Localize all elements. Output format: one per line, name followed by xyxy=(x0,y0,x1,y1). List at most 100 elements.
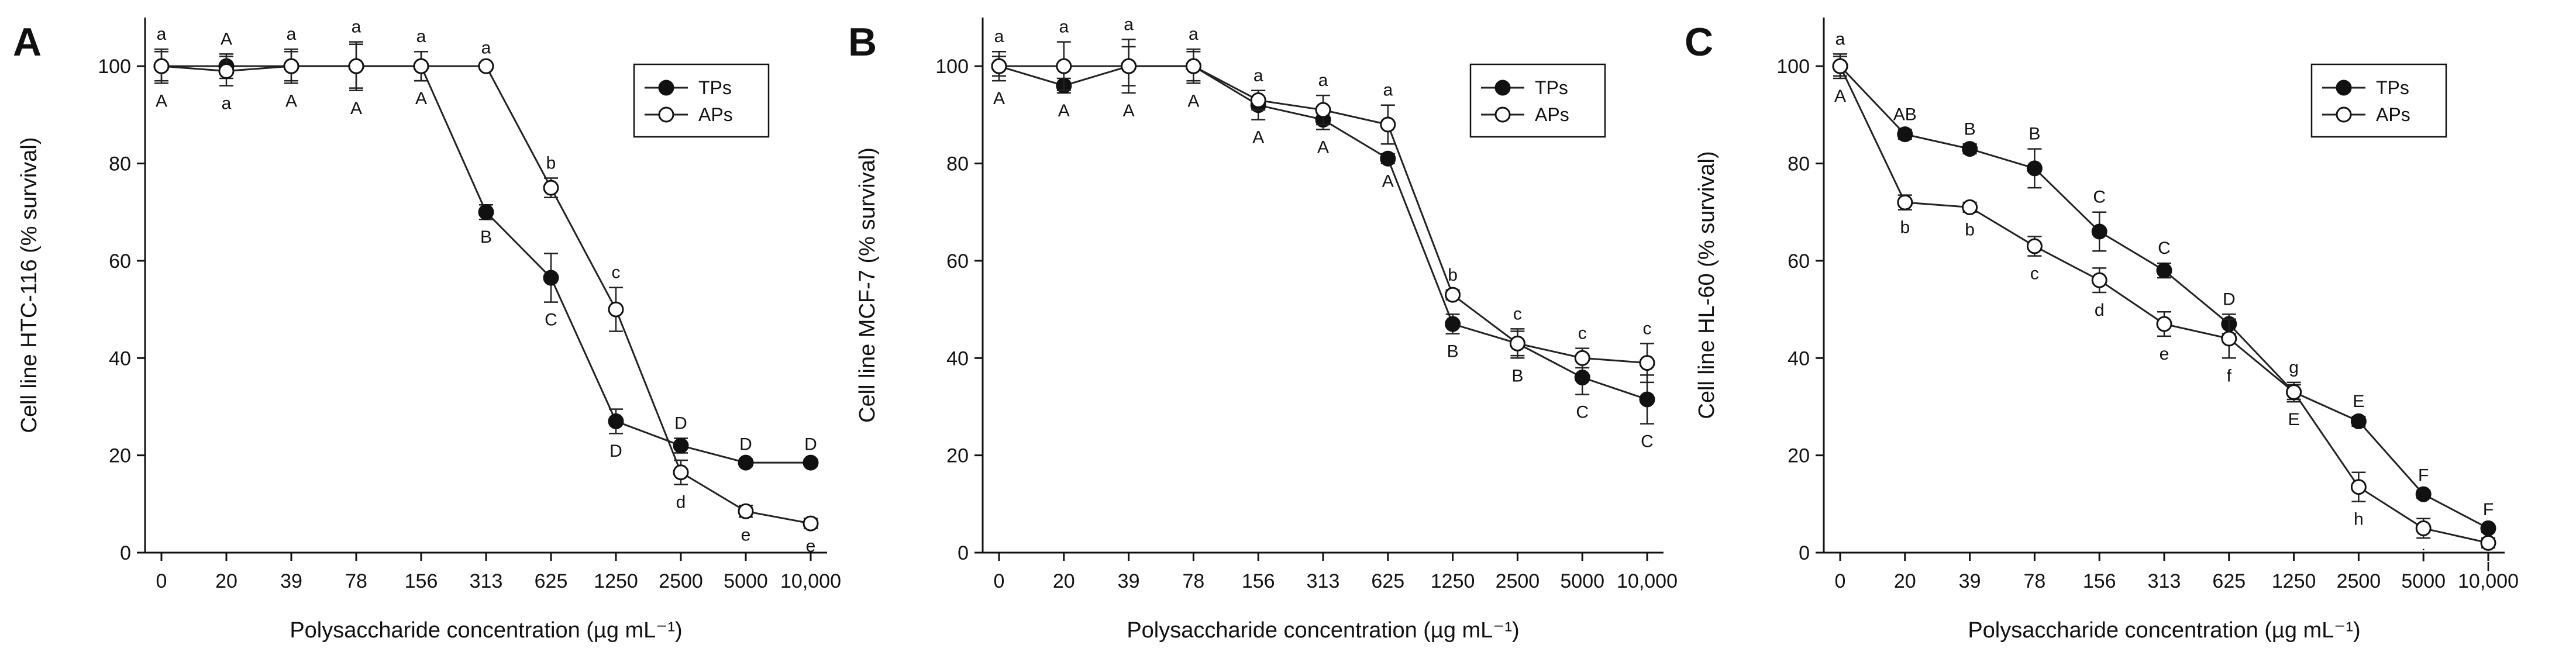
panel-a-aps-significance-label: a xyxy=(287,25,297,44)
panel-b-x-tick-label: 0 xyxy=(994,570,1005,592)
panel-b-letter: B xyxy=(848,20,877,64)
panel-c-tps-significance-label: C xyxy=(2093,188,2106,207)
panel-a-tps-significance-label: A xyxy=(350,99,362,118)
panel-c-tps-point xyxy=(2156,263,2172,279)
panel-b-x-tick-label: 1250 xyxy=(1431,570,1475,592)
panel-a-aps-significance-label: a xyxy=(481,38,491,57)
panel-a-x-tick-label: 5000 xyxy=(724,570,768,592)
panel-a-aps-significance-label: e xyxy=(741,525,751,544)
panel-b-y-tick-label: 20 xyxy=(946,445,969,467)
panel-b-tps-point xyxy=(1639,391,1655,408)
panel-a-aps-point xyxy=(738,503,754,519)
panel-b-y-tick-label: 40 xyxy=(946,347,969,370)
panel-b-x-tick-label: 20 xyxy=(1053,570,1075,592)
panel-c-tps-significance-label: F xyxy=(2483,500,2494,519)
panel-a-aps-point xyxy=(478,58,494,74)
panel-a-aps-point xyxy=(283,58,299,74)
panel-b-tps-significance-label: A xyxy=(1187,91,1199,111)
panel-b-x-tick-label: 625 xyxy=(1371,570,1404,592)
panel-a-y-tick-label: 0 xyxy=(120,542,131,564)
panel-b-aps-significance-label: a xyxy=(1383,81,1393,100)
panel-b-tps-point xyxy=(1380,150,1396,167)
panel-a-aps-point xyxy=(803,515,819,532)
panel-c-aps-significance-label: e xyxy=(2160,344,2169,364)
panel-a-tps-significance-label: D xyxy=(609,442,622,461)
panel-b-tps-significance-label: A xyxy=(1123,101,1135,120)
panel-c-x-tick-label: 313 xyxy=(2148,570,2181,592)
panel-c-x-tick-label: 2500 xyxy=(2337,570,2381,592)
panel-b-aps-significance-label: a xyxy=(1059,18,1069,37)
panel-a-x-tick-label: 39 xyxy=(280,570,302,592)
panel-b-aps-point xyxy=(1315,102,1331,118)
panel-a-x-tick-label: 1250 xyxy=(594,570,638,592)
panel-a-tps-significance-label: B xyxy=(480,227,492,247)
panel-a-x-tick-label: 10,000 xyxy=(780,570,841,592)
panel-c-y-tick-label: 60 xyxy=(1788,250,1810,273)
panel-c-x-tick-label: 0 xyxy=(1835,570,1846,592)
panel-b-mcf7-chart: B 0 20 40 60 80 100 0 20 39 78 156 313 625 1250 2500 500… xyxy=(848,15,1678,643)
panel-c-legend-box xyxy=(2310,63,2447,138)
panel-a-tps-significance-label: D xyxy=(739,434,752,454)
panel-b-tps-significance-label: B xyxy=(1511,366,1523,385)
panel-b-aps-point xyxy=(1121,58,1137,74)
panel-c-x-tick-label: 5000 xyxy=(2401,570,2446,592)
panel-a-x-tick-label: 156 xyxy=(405,570,438,592)
panel-a-x-tick-label: 78 xyxy=(345,570,367,592)
panel-b-x-tick-label: 5000 xyxy=(1560,570,1604,592)
panel-b-aps-point xyxy=(1185,58,1201,74)
panel-a-y-tick-label: 100 xyxy=(98,56,131,78)
panel-a-aps-significance-label: b xyxy=(546,154,556,173)
panel-b-aps-significance-label: a xyxy=(1124,15,1134,34)
panel-c-x-tick-label: 156 xyxy=(2083,570,2116,592)
panel-a-legend-aps-marker xyxy=(658,106,674,123)
panel-c-aps-point xyxy=(1962,199,1978,215)
panel-b-y-tick-label: 100 xyxy=(935,56,969,78)
panel-a-aps-point xyxy=(153,58,170,74)
panel-c-x-tick-label: 10,000 xyxy=(2458,570,2519,592)
panel-a-aps-significance-label: d xyxy=(676,493,686,512)
panel-a-tps-point xyxy=(738,454,754,471)
panel-b-tps-significance-label: A xyxy=(1252,128,1264,147)
panel-b-tps-significance-label: B xyxy=(1447,342,1459,361)
panel-c-aps-point xyxy=(2415,520,2432,536)
panel-c-hl60-chart: C 0 20 40 60 80 100 0 20 39 78 156 313 625 1250 2500 500… xyxy=(1685,18,2519,643)
panel-c-tps-point xyxy=(2350,413,2367,429)
panel-c-y-tick-label: 0 xyxy=(1799,542,1810,564)
panel-b-legend-box xyxy=(1469,63,1606,138)
panel-c-tps-significance-label: D xyxy=(2223,289,2236,309)
panel-b-aps-point xyxy=(1250,92,1266,108)
panel-b-tps-significance-label: A xyxy=(1058,101,1070,120)
panel-c-tps-significance-label: A xyxy=(1834,87,1846,106)
panel-b-tps-significance-label: A xyxy=(1317,137,1329,157)
panel-c-tps-point xyxy=(1962,141,1978,157)
panel-c-aps-point xyxy=(2350,479,2367,495)
panel-c-legend-aps-label: APs xyxy=(2376,104,2410,125)
panel-c-tps-significance-label: B xyxy=(1964,119,1976,139)
panel-c-aps-point xyxy=(1832,58,1848,74)
panel-c-legend-tps-label: TPs xyxy=(2376,77,2409,98)
panel-b-aps-point xyxy=(1574,350,1590,366)
panel-a-y-tick-label: 20 xyxy=(109,445,131,467)
panel-a-y-tick-label: 60 xyxy=(109,250,131,273)
panel-b-aps-significance-label: c xyxy=(1513,304,1522,323)
panel-a-aps-significance-label: e xyxy=(806,536,816,556)
panel-b-aps-significance-label: a xyxy=(1189,25,1199,44)
panel-b-x-tick-label: 39 xyxy=(1118,570,1140,592)
panel-a-x-axis-title: Polysaccharide concentration (µg mL⁻¹) xyxy=(290,618,682,643)
panel-a-tps-significance-label: D xyxy=(804,434,817,454)
panel-b-aps-significance-label: c xyxy=(1578,324,1587,343)
panel-c-aps-point xyxy=(2286,384,2302,400)
panel-a-tps-point xyxy=(543,270,559,286)
panel-c-legend-aps-marker xyxy=(2336,106,2352,123)
panel-b-aps-point xyxy=(1445,287,1461,303)
panel-a-aps-significance-label: a xyxy=(222,94,232,113)
panel-b-legend-aps-label: APs xyxy=(1535,104,1569,125)
panel-a-y-tick-label: 80 xyxy=(109,153,131,175)
panel-b-legend-tps-label: TPs xyxy=(1535,77,1568,98)
panel-c-aps-point xyxy=(2156,316,2172,332)
panel-c-letter: C xyxy=(1685,20,1713,64)
panel-c-aps-significance-label: a xyxy=(1835,29,1845,49)
panel-b-aps-significance-label: c xyxy=(1643,319,1652,338)
panel-c-x-axis-title: Polysaccharide concentration (µg mL⁻¹) xyxy=(1968,618,2360,643)
